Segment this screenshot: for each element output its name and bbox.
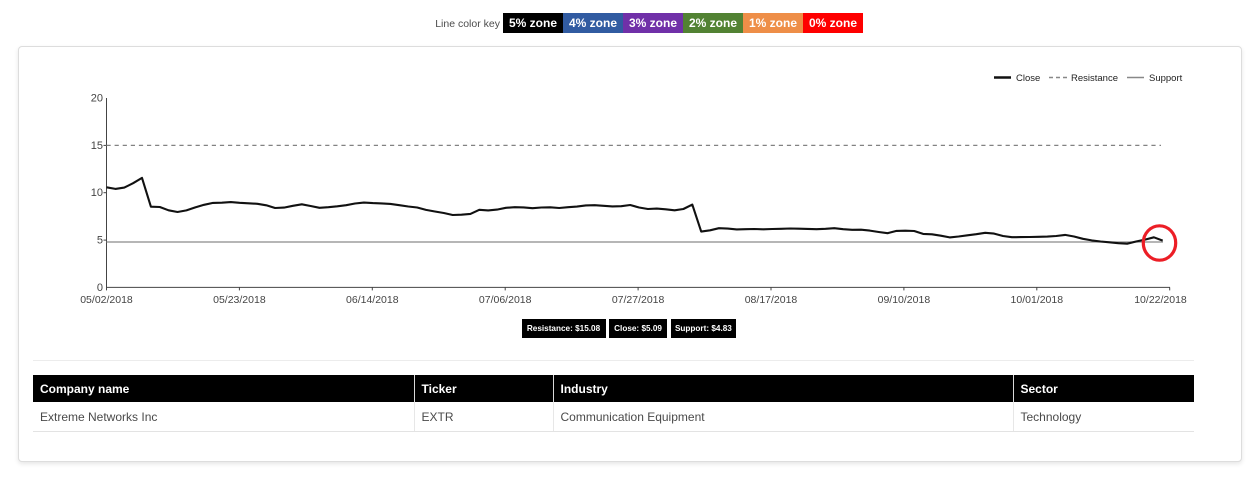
svg-text:10: 10	[91, 187, 103, 199]
svg-text:09/10/2018: 09/10/2018	[878, 294, 931, 306]
svg-text:08/17/2018: 08/17/2018	[745, 294, 798, 306]
svg-text:20: 20	[91, 93, 103, 105]
svg-text:Close: Close	[1016, 73, 1040, 84]
svg-text:06/14/2018: 06/14/2018	[346, 294, 399, 306]
svg-text:5: 5	[97, 235, 103, 247]
svg-text:05/23/2018: 05/23/2018	[213, 294, 266, 306]
svg-text:15: 15	[91, 140, 103, 152]
svg-text:05/02/2018: 05/02/2018	[80, 294, 133, 306]
svg-text:Support: Support	[1149, 73, 1183, 84]
svg-text:0: 0	[97, 282, 103, 294]
svg-text:10/22/2018: 10/22/2018	[1134, 294, 1187, 306]
svg-text:Resistance: Resistance	[1071, 73, 1118, 84]
svg-text:07/06/2018: 07/06/2018	[479, 294, 532, 306]
svg-text:07/27/2018: 07/27/2018	[612, 294, 665, 306]
svg-text:10/01/2018: 10/01/2018	[1011, 294, 1064, 306]
